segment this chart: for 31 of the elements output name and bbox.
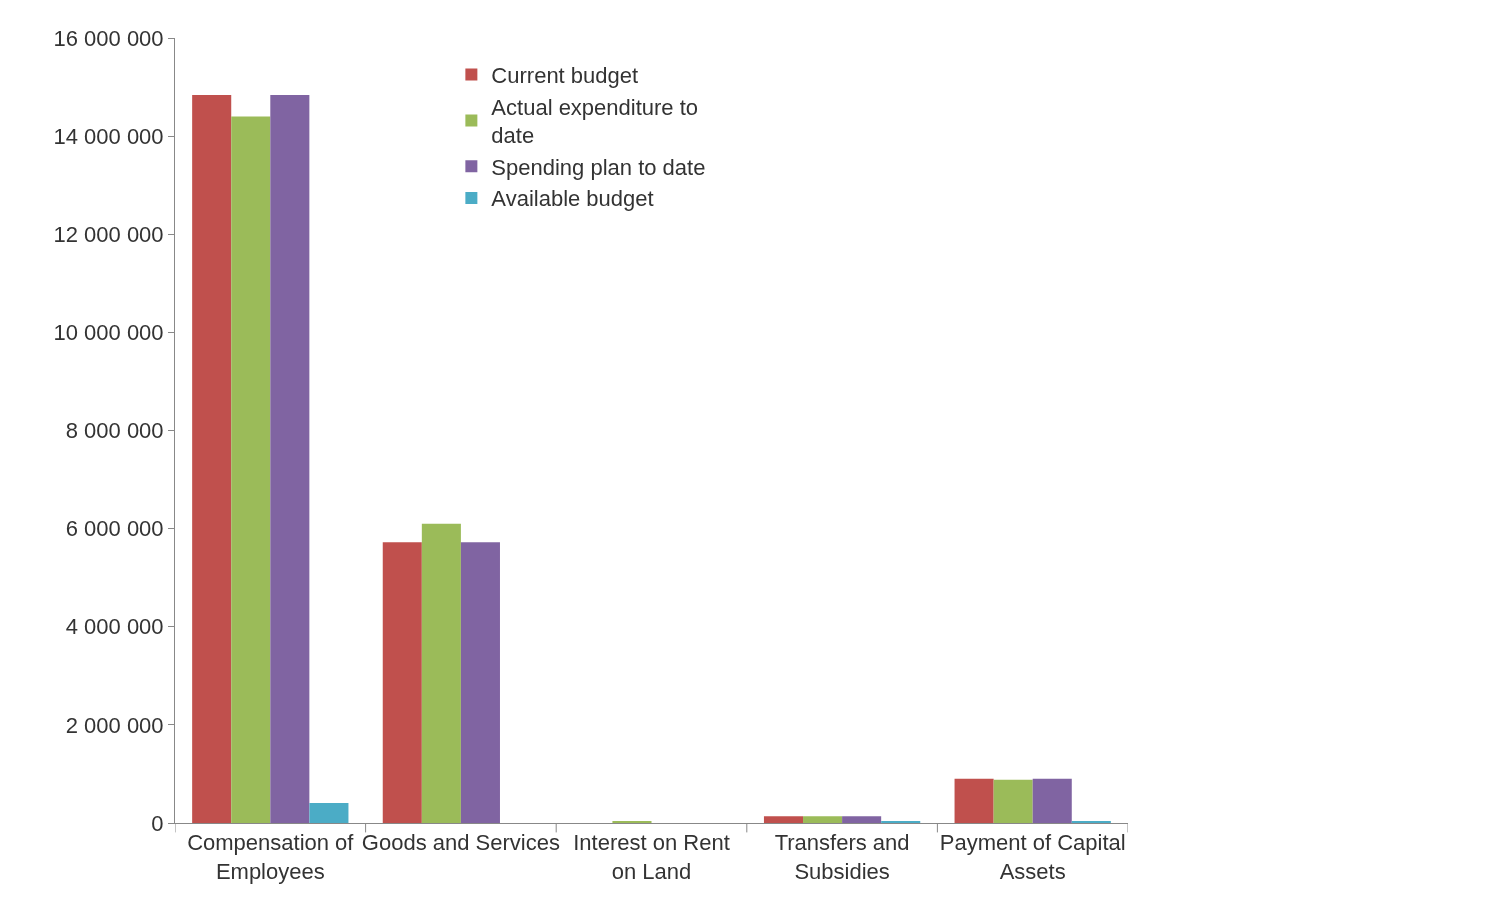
legend-label: Available budget bbox=[491, 186, 654, 212]
legend-label: Spending plan to date bbox=[491, 154, 706, 180]
bar bbox=[309, 802, 349, 823]
bar bbox=[382, 542, 422, 823]
y-tick-label: 16 000 000 bbox=[53, 25, 164, 51]
bar bbox=[1032, 778, 1072, 823]
y-tick-label: 12 000 000 bbox=[53, 221, 164, 247]
legend-label: Actual expenditure to date bbox=[491, 94, 699, 149]
bar bbox=[993, 779, 1033, 823]
y-tick-label: 6 000 000 bbox=[65, 516, 164, 542]
y-tick-label: 8 000 000 bbox=[65, 418, 164, 444]
bar bbox=[192, 94, 232, 823]
x-tick-label: Compensation of Employees bbox=[187, 830, 355, 884]
bar bbox=[954, 778, 994, 823]
x-tick-label: Payment of Capital Assets bbox=[939, 830, 1126, 884]
legend-label: Current budget bbox=[491, 63, 639, 89]
bar bbox=[842, 816, 882, 823]
bar bbox=[763, 816, 804, 823]
bar bbox=[460, 542, 500, 823]
y-tick-label: 2 000 000 bbox=[65, 712, 164, 738]
y-tick-label: 0 bbox=[151, 810, 164, 836]
bar bbox=[270, 94, 310, 823]
y-tick-label: 4 000 000 bbox=[65, 614, 164, 640]
x-tick-label: Transfers and Subsidies bbox=[774, 830, 910, 884]
x-tick-label: Goods and Services bbox=[361, 830, 560, 856]
bar bbox=[231, 116, 271, 823]
bar bbox=[421, 523, 461, 823]
bar bbox=[803, 816, 843, 823]
y-tick-label: 10 000 000 bbox=[53, 320, 164, 346]
x-tick-label: Interest on Rent on Land bbox=[573, 830, 730, 884]
y-tick-label: 14 000 000 bbox=[53, 123, 164, 149]
